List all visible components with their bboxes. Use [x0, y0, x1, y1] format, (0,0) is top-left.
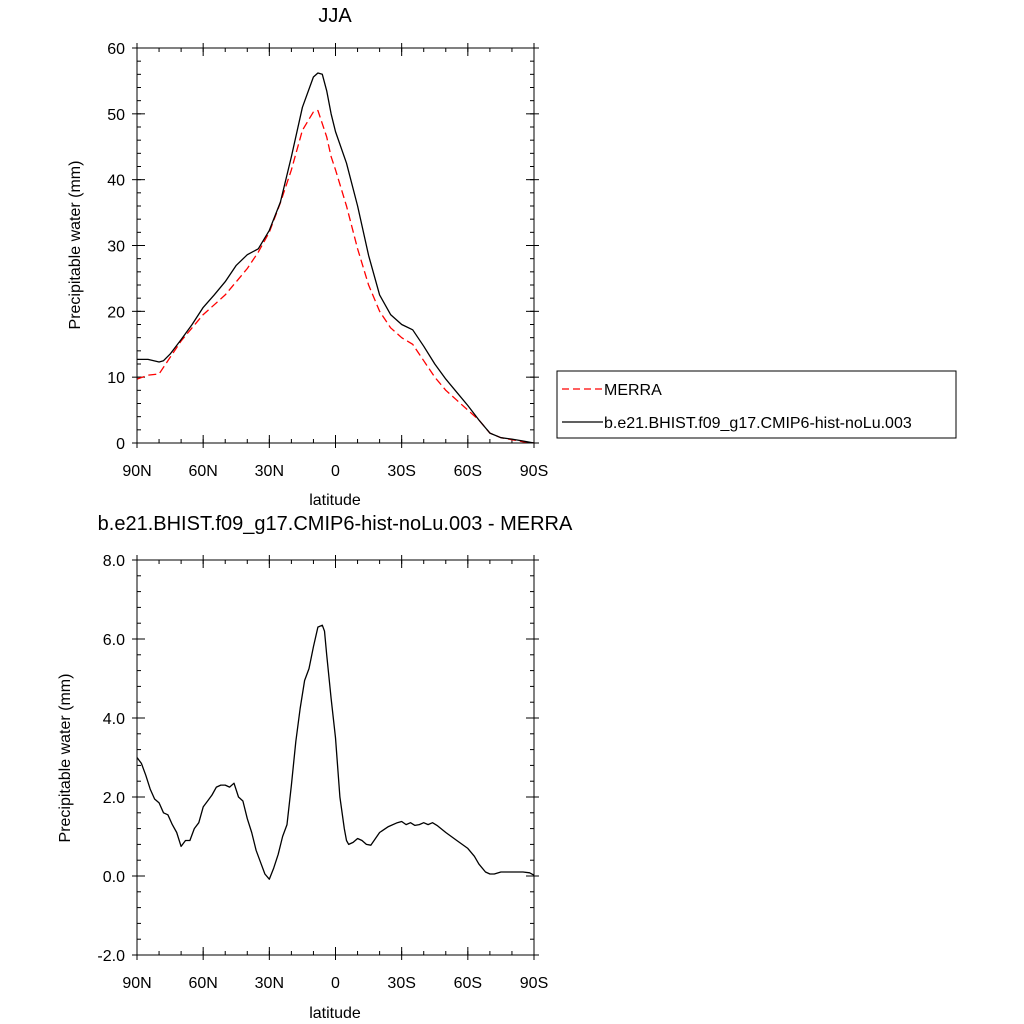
top-y-tick-label: 30 [107, 239, 125, 256]
top-y-tick-label: 50 [107, 107, 125, 124]
top-x-tick-label: 0 [331, 463, 340, 480]
legend-box [556, 370, 957, 439]
top-plot-frame [136, 47, 535, 444]
bottom-ticks [132, 555, 539, 960]
top-y-tick-label: 60 [107, 41, 125, 58]
top-y-tick-label: 10 [107, 370, 125, 387]
top-series-lines [136, 72, 535, 444]
bottom-x-tick-label: 30N [255, 975, 284, 992]
top-series-line-1 [137, 72, 535, 444]
bottom-x-tick-label: 0 [331, 975, 340, 992]
top-x-tick-label: 90S [520, 463, 548, 480]
bottom-x-tick-label: 90N [122, 975, 151, 992]
top-series-line-0 [136, 109, 535, 444]
legend-label-model: b.e21.BHIST.f09_g17.CMIP6-hist-noLu.003 [604, 415, 912, 432]
bottom-x-tick-label: 60S [454, 975, 482, 992]
bottom-tick-labels: 90N 60N 30N 0 30S 60S 90S -2.0 0.0 2.0 4.0 6.0 8.0 [97, 553, 548, 992]
top-x-tick-label: 60N [188, 463, 217, 480]
top-chart: JJA latitude Precipitable water (mm) 90N… [67, 5, 548, 509]
legend-label-merra: MERRA [604, 382, 662, 399]
top-y-tick-label: 40 [107, 173, 125, 190]
bottom-chart: b.e21.BHIST.f09_g17.CMIP6-hist-noLu.003 … [57, 513, 573, 1022]
bottom-y-tick-label: 8.0 [103, 553, 125, 570]
bottom-y-tick-label: 0.0 [103, 869, 125, 886]
top-x-tick-label: 30S [387, 463, 415, 480]
bottom-series-lines [136, 624, 535, 880]
bottom-x-tick-label: 90S [520, 975, 548, 992]
bottom-chart-title: b.e21.BHIST.f09_g17.CMIP6-hist-noLu.003 … [98, 513, 573, 535]
top-x-tick-label: 60S [454, 463, 482, 480]
top-x-tick-label: 90N [122, 463, 151, 480]
top-y-axis-title: Precipitable water (mm) [67, 161, 84, 330]
bottom-y-axis-title: Precipitable water (mm) [57, 674, 74, 843]
top-y-tick-label: 20 [107, 304, 125, 321]
legend: MERRA b.e21.BHIST.f09_g17.CMIP6-hist-noL… [556, 370, 957, 439]
bottom-y-tick-label: 6.0 [103, 632, 125, 649]
bottom-x-axis-title: latitude [309, 1005, 361, 1022]
bottom-y-tick-label: -2.0 [97, 948, 125, 965]
top-tick-labels: 90N 60N 30N 0 30S 60S 90S 0 10 20 30 40 50 60 [107, 41, 548, 480]
bottom-y-tick-label: 2.0 [103, 790, 125, 807]
top-y-tick-label: 0 [116, 436, 125, 453]
top-ticks [132, 43, 539, 448]
top-x-axis-title: latitude [309, 492, 361, 509]
bottom-series-line-0 [136, 624, 535, 880]
bottom-plot-frame [136, 559, 535, 956]
top-x-tick-label: 30N [255, 463, 284, 480]
bottom-x-tick-label: 60N [188, 975, 217, 992]
bottom-y-tick-label: 4.0 [103, 711, 125, 728]
top-chart-title: JJA [318, 5, 352, 27]
bottom-x-tick-label: 30S [387, 975, 415, 992]
